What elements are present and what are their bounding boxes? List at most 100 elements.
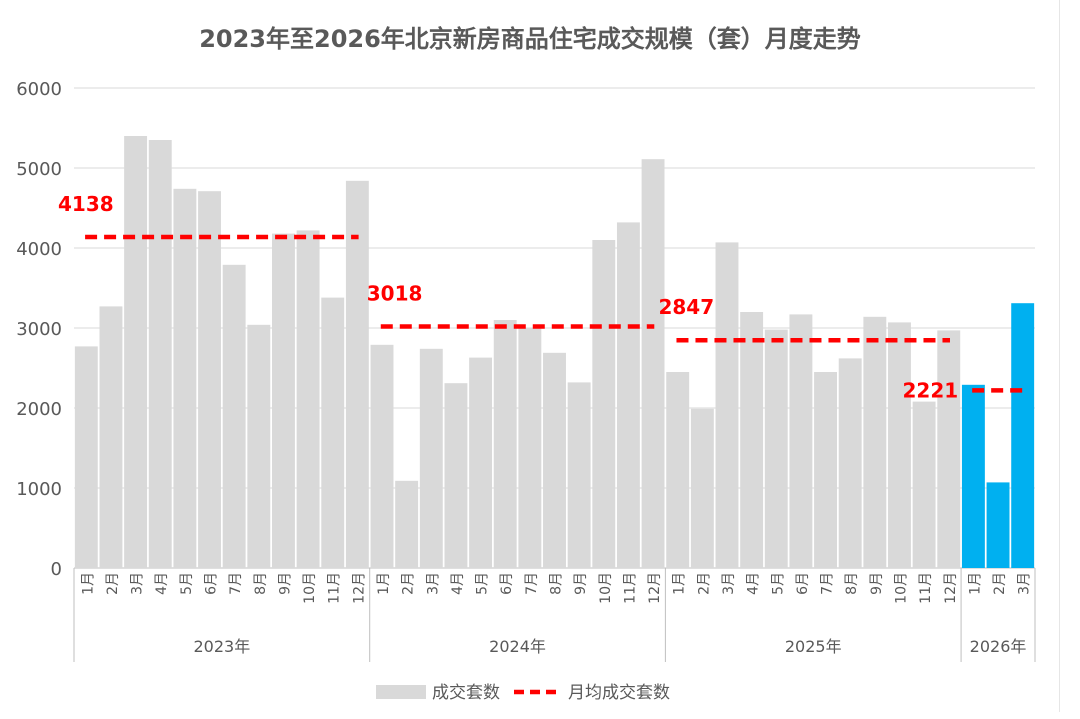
bar <box>740 312 764 568</box>
x-tick-label: 8月 <box>844 572 860 595</box>
chart-title: 2023年至2026年北京新房商品住宅成交规模（套）月度走势 <box>199 25 861 53</box>
x-tick-label: 10月 <box>598 572 614 604</box>
x-tick-label: 11月 <box>327 572 343 604</box>
bar <box>518 328 542 568</box>
group-label: 2023年 <box>193 637 250 656</box>
bar <box>1011 303 1035 568</box>
x-tick-label: 8月 <box>253 572 269 595</box>
x-tick-label: 5月 <box>179 572 195 595</box>
legend-label-line: 月均成交套数 <box>568 683 670 703</box>
x-tick-label: 2月 <box>992 572 1008 595</box>
x-tick-label: 12月 <box>943 572 959 604</box>
group-label: 2025年 <box>785 637 842 656</box>
bar <box>271 233 295 568</box>
x-tick-label: 9月 <box>573 572 589 595</box>
bar <box>986 482 1010 568</box>
x-tick-label: 1月 <box>376 572 392 595</box>
bar <box>690 408 714 568</box>
y-tick-label: 4000 <box>16 239 62 260</box>
x-axis: 1月 2月 3月 4月 5月 6月 7月 8月 9月 10月 11月 12月 1月 2月 3月 4月 5月 6月 7… <box>73 568 1036 662</box>
bar <box>99 306 123 568</box>
x-tick-label: 11月 <box>622 572 638 604</box>
bar <box>888 322 911 568</box>
x-tick-label: 9月 <box>869 572 885 595</box>
legend-swatch-bars <box>376 685 426 699</box>
y-tick-label: 1000 <box>16 479 62 500</box>
x-tick-label: 2月 <box>105 572 121 595</box>
bar <box>247 324 271 568</box>
bar <box>715 242 739 568</box>
group-label: 2024年 <box>489 637 546 656</box>
bar <box>296 230 320 568</box>
x-tick-label: 7月 <box>820 572 836 595</box>
average-label: 4138 <box>58 192 114 216</box>
bar <box>641 159 665 568</box>
x-tick-label: 4月 <box>154 572 170 595</box>
y-tick-label: 2000 <box>16 399 62 420</box>
bar <box>592 240 616 568</box>
bar <box>198 191 221 568</box>
bar <box>764 329 788 568</box>
bar <box>370 344 394 568</box>
bar <box>173 188 197 569</box>
bar <box>543 352 566 568</box>
y-tick-label: 6000 <box>16 79 62 100</box>
x-tick-label: 6月 <box>795 572 811 595</box>
bar <box>961 384 985 568</box>
y-axis: 0 1000 2000 3000 4000 5000 6000 <box>16 79 62 580</box>
y-tick-label: 3000 <box>16 319 62 340</box>
average-label: 3018 <box>367 282 423 306</box>
bar <box>419 348 443 568</box>
x-tick-label: 4月 <box>746 572 762 595</box>
bar <box>937 330 961 568</box>
x-tick-label: 2月 <box>401 572 417 595</box>
x-tick-label: 3月 <box>425 572 441 595</box>
bar <box>469 357 493 568</box>
x-tick-label: 3月 <box>130 572 146 595</box>
x-tick-label: 5月 <box>770 572 786 595</box>
bar <box>814 372 838 568</box>
bar <box>493 320 517 568</box>
bar <box>789 314 813 568</box>
group-label: 2026年 <box>970 637 1027 656</box>
bar <box>912 401 936 568</box>
bar <box>616 222 640 568</box>
bar <box>567 382 591 568</box>
average-label: 2221 <box>902 378 958 402</box>
average-lines: 4138 3018 2847 2221 <box>58 192 1024 402</box>
x-tick-label: 6月 <box>204 572 220 595</box>
bar <box>345 180 369 569</box>
x-tick-label: 11月 <box>918 572 934 604</box>
bar <box>148 140 172 568</box>
x-tick-label: 8月 <box>549 572 565 595</box>
x-tick-label: 3月 <box>1017 572 1033 595</box>
bar <box>838 358 862 568</box>
x-tick-label: 3月 <box>721 572 737 595</box>
x-tick-label: 12月 <box>647 572 663 604</box>
legend-label-bars: 成交套数 <box>432 683 500 703</box>
y-tick-label: 0 <box>51 559 62 580</box>
y-tick-label: 5000 <box>16 159 62 180</box>
x-tick-label: 9月 <box>277 572 293 595</box>
bar <box>74 346 98 568</box>
x-tick-label: 1月 <box>672 572 688 595</box>
x-tick-label: 12月 <box>351 572 367 604</box>
bars <box>74 136 1035 569</box>
legend: 成交套数 月均成交套数 <box>376 683 670 703</box>
x-tick-label: 6月 <box>499 572 515 595</box>
x-tick-label: 7月 <box>228 572 244 595</box>
x-tick-label: 2月 <box>696 572 712 595</box>
x-tick-label: 1月 <box>967 572 983 595</box>
bar <box>321 297 345 568</box>
x-tick-label: 10月 <box>893 572 909 604</box>
bar <box>666 372 690 568</box>
chart-frame <box>4 0 1060 712</box>
x-tick-label: 4月 <box>450 572 466 595</box>
bar <box>222 264 246 568</box>
bar <box>444 383 468 568</box>
x-tick-label: 1月 <box>80 572 96 595</box>
x-tick-label: 5月 <box>475 572 491 595</box>
bar <box>863 316 887 568</box>
